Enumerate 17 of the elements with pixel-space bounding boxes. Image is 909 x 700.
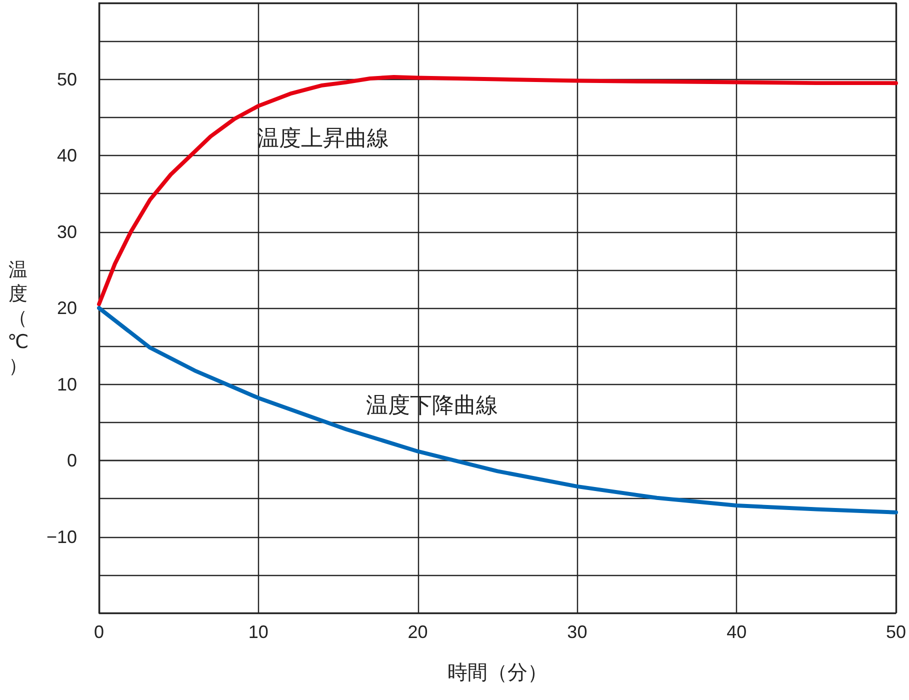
x-tick-label: 40 xyxy=(726,622,747,642)
y-tick-label: 0 xyxy=(66,450,77,470)
y-axis-title: 温度（℃） xyxy=(6,258,30,378)
y-tick-label: 50 xyxy=(56,69,77,90)
y-tick-label: 40 xyxy=(56,146,77,166)
line-series xyxy=(97,306,898,514)
line-series xyxy=(97,74,898,306)
x-tick-label: 0 xyxy=(94,622,104,642)
x-tick-label: 30 xyxy=(567,622,588,642)
x-tick-label: 10 xyxy=(248,622,268,642)
x-tick-label: 50 xyxy=(886,622,906,642)
x-tick-label: 20 xyxy=(408,622,428,642)
y-tick-label: −10 xyxy=(46,526,77,547)
x-axis-title: 時間（分） xyxy=(447,662,548,684)
y-tick-label: 20 xyxy=(56,298,77,318)
y-tick-label: 10 xyxy=(56,374,77,394)
y-tick-label: 30 xyxy=(56,222,77,242)
